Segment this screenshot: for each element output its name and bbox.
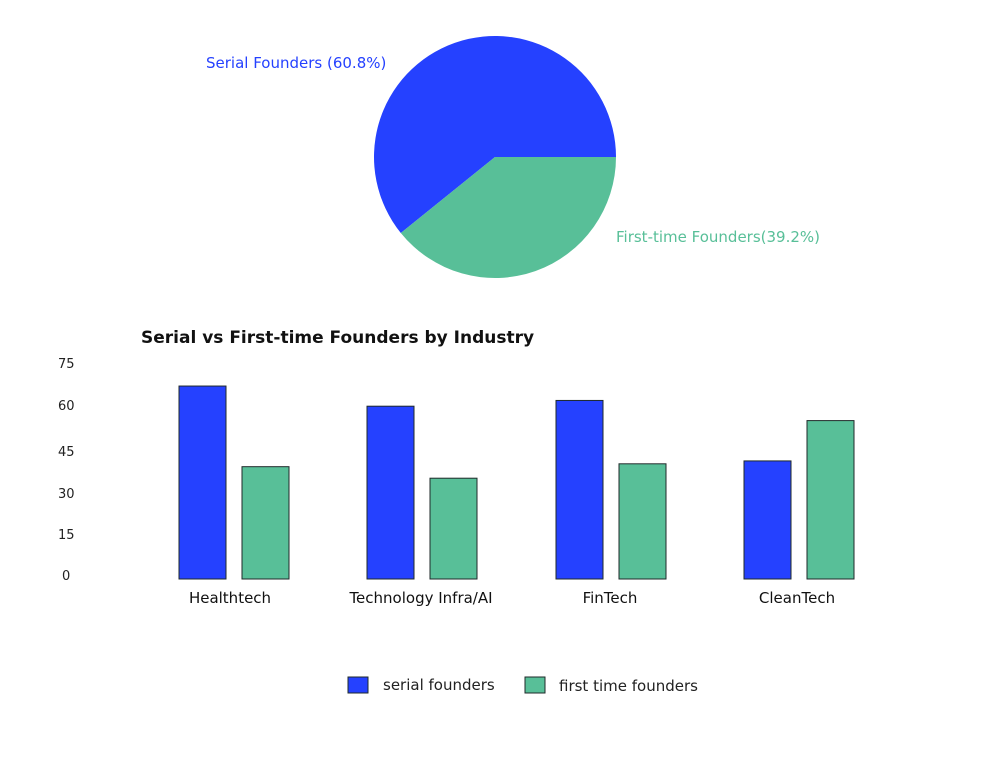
pie-label-serial: Serial Founders (60.8%)	[206, 54, 386, 72]
bar-chart-title: Serial vs First-time Founders by Industr…	[141, 328, 534, 348]
bar-serial	[366, 405, 415, 580]
y-tick-label: 75	[58, 357, 75, 372]
legend-label-first-time: first time founders	[559, 677, 698, 695]
y-tick-label: 60	[58, 399, 75, 414]
bar-first-time	[241, 466, 290, 580]
x-tick-label: Healthtech	[189, 589, 271, 607]
y-tick-label: 15	[58, 528, 75, 543]
pie-chart	[373, 36, 616, 278]
bar-serial	[743, 460, 792, 580]
bar-first-time	[618, 463, 667, 580]
legend-swatch-first-time	[524, 676, 546, 694]
legend-label-serial: serial founders	[383, 676, 495, 694]
pie-label-first-time: First-time Founders(39.2%)	[616, 228, 820, 246]
x-tick-label: Technology Infra/AI	[348, 589, 492, 607]
y-tick-label: 45	[58, 445, 75, 460]
pie-slice-serial	[373, 36, 616, 233]
bar-group	[178, 385, 855, 580]
y-tick-label: 0	[62, 569, 70, 584]
bar-serial	[555, 399, 604, 580]
bar-first-time	[429, 477, 478, 580]
x-tick-label: CleanTech	[759, 589, 835, 607]
bar-first-time	[806, 420, 855, 580]
bar-serial	[178, 385, 227, 580]
legend-swatch-serial	[347, 676, 369, 694]
x-axis-ticks: Healthtech Technology Infra/AI FinTech C…	[189, 589, 835, 607]
y-axis-ticks: 75 60 45 30 15 0	[58, 357, 75, 584]
pie-slice-first-time	[400, 157, 616, 278]
x-tick-label: FinTech	[583, 589, 638, 607]
legend: serial founders first time founders	[347, 676, 698, 695]
y-tick-label: 30	[58, 487, 75, 502]
